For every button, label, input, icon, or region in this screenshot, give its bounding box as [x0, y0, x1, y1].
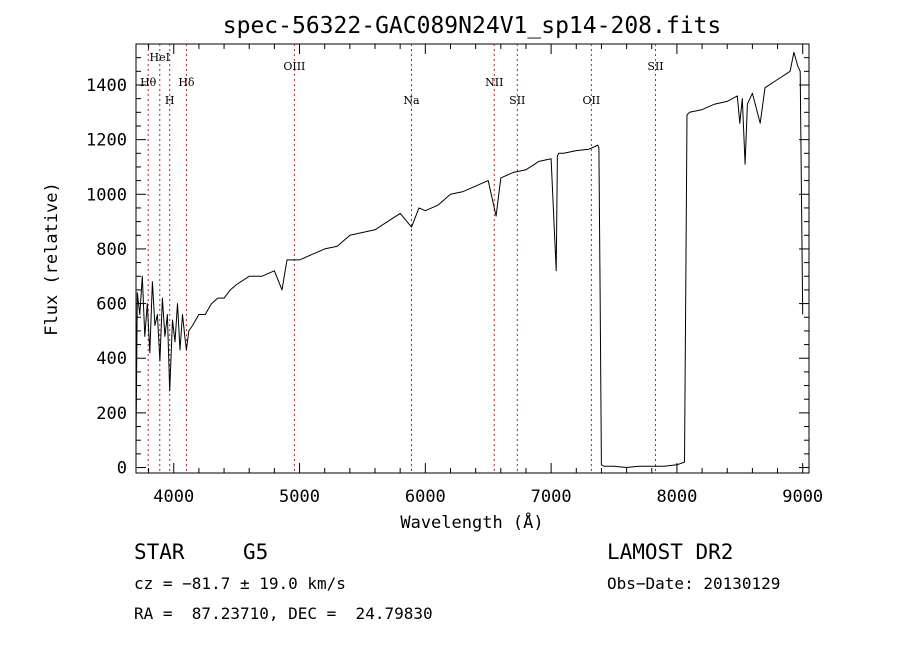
y-tick-label: 400	[96, 349, 127, 369]
y-tick-labels: 0 200 400 600 800 1000 1200 1400	[86, 76, 127, 479]
line-label-h-delta: Hδ	[178, 76, 195, 89]
x-tick-label: 4000	[153, 487, 194, 507]
line-label-s-ii-b: SII	[647, 60, 663, 73]
line-label-o-iii: OIII	[283, 60, 305, 73]
observation-date: Obs−Date: 20130129	[607, 574, 781, 593]
chart-title: spec-56322-GAC089N24V1_sp14-208.fits	[223, 13, 722, 39]
line-label-n-ii: NII	[485, 76, 503, 89]
y-tick-label: 800	[96, 240, 127, 260]
line-label-na: Na	[403, 94, 420, 107]
axis-ticks	[136, 44, 809, 473]
y-tick-label: 600	[96, 295, 127, 315]
emission-line-labels: HeI Hθ HHδ OIII Na NII SII OII SII	[140, 51, 664, 107]
y-tick-label: 0	[117, 459, 127, 479]
x-axis-label: Wavelength (Å)	[400, 511, 543, 533]
object-class: STAR	[134, 540, 185, 564]
x-tick-label: 5000	[279, 487, 320, 507]
y-tick-label: 1000	[86, 185, 127, 205]
object-subclass: G5	[243, 540, 269, 564]
flux-series-line	[135, 51, 804, 468]
x-tick-label: 8000	[656, 487, 697, 507]
y-axis-label: Flux (relative)	[42, 182, 62, 336]
y-tick-label: 200	[96, 404, 127, 424]
line-label-o-ii: OII	[583, 94, 601, 107]
plot-frame	[135, 43, 810, 474]
x-tick-label: 9000	[782, 487, 823, 507]
redshift-cz: cz = −81.7 ± 19.0 km/s	[134, 574, 346, 593]
x-tick-label: 7000	[531, 487, 572, 507]
line-label-he-i: HeI	[150, 51, 170, 64]
coordinates: RA = 87.23710, DEC = 24.79830	[134, 604, 433, 623]
line-label-h-theta: Hθ	[140, 76, 157, 89]
survey-name: LAMOST DR2	[607, 540, 734, 564]
emission-line-markers	[147, 44, 657, 473]
x-tick-labels: 4000 5000 6000 7000 8000 9000	[153, 487, 823, 507]
line-label-s-ii-a: SII	[509, 94, 525, 107]
y-tick-label: 1200	[86, 131, 127, 151]
x-tick-label: 6000	[405, 487, 446, 507]
y-tick-label: 1400	[86, 76, 127, 96]
line-label-h: H	[165, 94, 175, 107]
